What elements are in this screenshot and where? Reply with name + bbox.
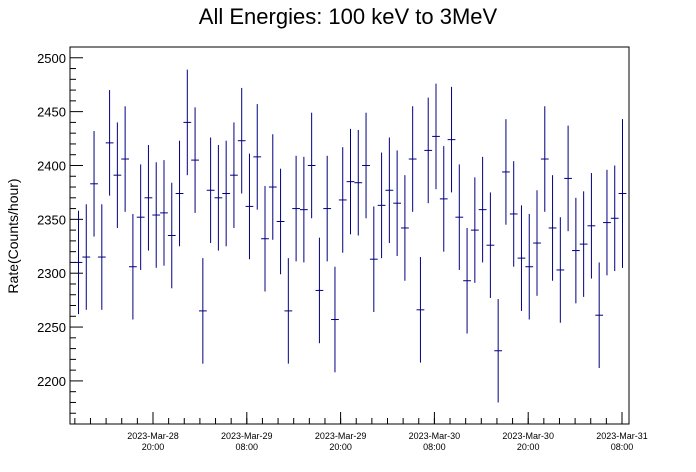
data-point xyxy=(401,175,409,281)
x-tick-time: 08:00 xyxy=(423,442,446,452)
data-point xyxy=(571,197,580,304)
data-point xyxy=(525,213,534,320)
data-point xyxy=(494,299,503,403)
data-point xyxy=(230,122,238,228)
data-point xyxy=(144,145,153,251)
data-point xyxy=(377,152,386,259)
data-point xyxy=(346,128,355,235)
y-tick-label: 2350 xyxy=(37,212,66,227)
x-tick-time: 08:00 xyxy=(236,442,259,452)
y-tick-label: 2450 xyxy=(37,105,66,120)
data-point xyxy=(323,155,332,262)
data-point xyxy=(463,227,471,334)
data-point xyxy=(284,258,293,364)
data-point xyxy=(540,106,549,212)
x-tick-time: 08:00 xyxy=(611,442,634,452)
y-tick-label: 2300 xyxy=(37,266,66,281)
data-point xyxy=(307,112,316,219)
data-point xyxy=(261,185,269,292)
data-point xyxy=(160,160,168,266)
data-point xyxy=(439,146,448,252)
data-point xyxy=(206,137,215,244)
data-point xyxy=(191,107,199,213)
data-point xyxy=(237,87,246,194)
data-point xyxy=(214,145,223,251)
data-point xyxy=(587,173,596,279)
x-tick-date: 2023-Mar-29 xyxy=(315,431,367,441)
x-tick-date: 2023-Mar-29 xyxy=(221,431,273,441)
data-point xyxy=(408,106,417,212)
data-point xyxy=(253,104,262,210)
data-point xyxy=(276,168,285,275)
data-point xyxy=(129,213,137,320)
data-point xyxy=(183,69,192,176)
data-point xyxy=(385,137,394,244)
data-points xyxy=(74,69,627,403)
x-tick-date: 2023-Mar-30 xyxy=(409,431,461,441)
data-point xyxy=(424,97,433,204)
data-point xyxy=(113,122,122,228)
data-point xyxy=(478,156,487,263)
data-point xyxy=(362,112,370,219)
data-point xyxy=(517,205,526,311)
data-point xyxy=(105,90,114,196)
data-point xyxy=(455,164,464,270)
data-point xyxy=(338,147,347,253)
x-tick-date: 2023-Mar-30 xyxy=(502,431,554,441)
data-point xyxy=(548,175,557,281)
data-point xyxy=(292,155,300,262)
data-point xyxy=(470,177,479,283)
x-tick-date: 2023-Mar-28 xyxy=(127,431,179,441)
data-point xyxy=(74,210,83,315)
data-point xyxy=(268,134,277,240)
data-point xyxy=(299,156,308,263)
x-tick-time: 20:00 xyxy=(329,442,352,452)
data-point xyxy=(603,169,611,276)
data-point xyxy=(167,182,176,289)
y-tick-label: 2200 xyxy=(37,374,66,389)
data-point xyxy=(121,106,130,212)
data-point xyxy=(175,140,184,247)
data-point xyxy=(610,165,619,272)
chart-title: All Energies: 100 keV to 3MeV xyxy=(199,4,498,29)
data-point xyxy=(579,191,588,297)
x-axis-ticks: 2023-Mar-2820:002023-Mar-2908:002023-Mar… xyxy=(74,412,648,452)
data-point xyxy=(369,206,378,312)
y-axis-label: Rate(Counts/hour) xyxy=(5,178,21,293)
data-point xyxy=(393,150,402,256)
data-point xyxy=(222,140,231,247)
data-point xyxy=(198,258,207,364)
data-point xyxy=(556,217,565,323)
data-point xyxy=(82,204,91,310)
x-tick-time: 20:00 xyxy=(142,442,165,452)
data-point xyxy=(432,83,440,190)
data-point xyxy=(90,131,98,237)
data-point xyxy=(502,119,510,225)
data-point xyxy=(315,237,324,344)
data-point xyxy=(354,129,363,236)
x-tick-date: 2023-Mar-31 xyxy=(596,431,648,441)
y-tick-label: 2250 xyxy=(37,320,66,335)
data-point xyxy=(152,162,161,268)
data-point xyxy=(533,190,541,296)
data-point xyxy=(447,86,456,193)
plot-frame xyxy=(69,46,630,425)
y-tick-label: 2500 xyxy=(37,51,66,66)
data-point xyxy=(245,153,254,260)
y-axis-ticks: 2200 2250 2300 2350 2400 2450 2500 xyxy=(37,46,83,425)
data-point xyxy=(416,257,425,363)
data-point xyxy=(136,164,145,270)
data-point xyxy=(486,192,495,298)
x-tick-time: 20:00 xyxy=(517,442,540,452)
data-point xyxy=(564,125,572,232)
data-point xyxy=(618,119,627,268)
data-point xyxy=(331,266,339,373)
y-tick-label: 2400 xyxy=(37,158,66,173)
data-point xyxy=(97,204,106,310)
data-point xyxy=(509,161,518,267)
data-point xyxy=(595,262,604,368)
